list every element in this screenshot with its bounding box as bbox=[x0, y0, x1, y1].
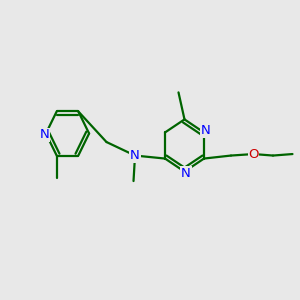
Text: O: O bbox=[248, 148, 259, 160]
Text: N: N bbox=[201, 124, 210, 137]
Text: N: N bbox=[181, 167, 191, 180]
Text: N: N bbox=[40, 128, 49, 142]
Text: N: N bbox=[130, 149, 140, 162]
